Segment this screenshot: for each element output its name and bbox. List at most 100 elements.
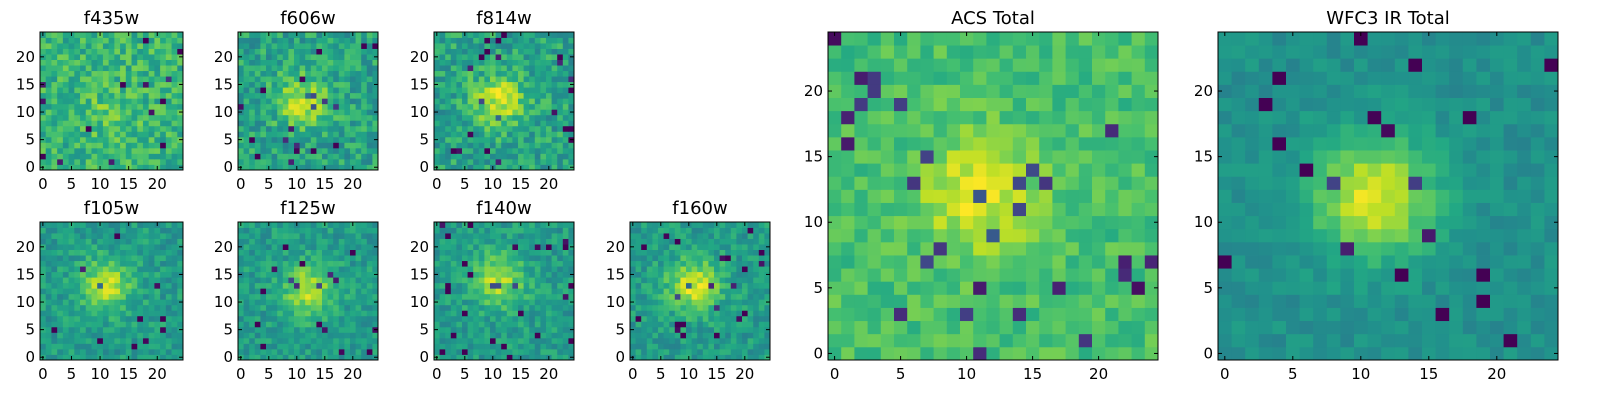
heatmap-cell [450,293,457,300]
heatmap-cell [102,81,110,88]
heatmap-cell [986,294,1000,308]
heatmap-cell [562,81,569,88]
heatmap-cell [1012,189,1027,203]
heatmap-cell [305,103,312,110]
heatmap-cell [1052,228,1066,243]
heatmap-cell [299,109,306,116]
heatmap-cell [841,268,855,282]
heatmap-cell [142,222,150,228]
heatmap-cell [80,326,87,333]
heatmap-cell [568,315,575,322]
heatmap-cell [1144,163,1159,177]
heatmap-cell [338,153,345,160]
heatmap-cell [142,310,150,317]
heatmap-cell [635,343,642,350]
heatmap-cell [702,348,709,355]
heatmap-cell [697,266,704,273]
heatmap-cell [45,288,52,295]
heatmap-cell [456,125,463,132]
heatmap-cell [120,92,127,99]
heatmap-cell [266,114,272,121]
heatmap-cell [445,293,452,300]
heatmap-cell [299,103,306,110]
heatmap-cell [282,131,289,138]
heatmap-cell [450,136,457,143]
heatmap-cell [277,222,284,228]
heatmap-cell [350,92,356,99]
heatmap-cell [641,332,648,339]
heatmap-cell [534,315,541,322]
heatmap-cell [999,268,1014,282]
heatmap-cell [154,321,161,328]
heatmap-cell [361,43,368,49]
heatmap-cell [719,326,726,333]
heatmap-cell [473,315,480,322]
heatmap-cell [108,59,115,66]
heatmap-cell [658,277,664,284]
heatmap-cell [669,293,676,300]
heatmap-cell [160,136,167,143]
heatmap-cell [551,43,558,49]
heatmap-cell [495,293,502,300]
heatmap-cell [1144,320,1159,335]
heatmap-cell [102,304,110,311]
heatmap-cell [478,81,485,88]
heatmap-cell [282,277,289,284]
heatmap-cell [456,271,463,278]
heatmap-cell [434,227,440,234]
heatmap-cell [880,189,895,203]
heatmap-cell [529,238,536,245]
heatmap-cell [742,288,748,295]
heatmap-cell [753,244,760,250]
heatmap-cell [160,65,167,72]
heatmap-cell [355,70,362,77]
heatmap-cell [97,37,104,44]
heatmap-cell [680,271,687,278]
heatmap-cell [305,109,312,116]
heatmap-cell [635,266,642,273]
heatmap-cell [478,114,485,121]
heatmap-cell [920,228,934,243]
heatmap-cell [1118,281,1132,295]
heatmap-cell [282,233,289,239]
heatmap-cell [74,238,81,245]
heatmap-cell [114,321,121,328]
heatmap-cell [271,315,278,322]
heatmap-cell [85,321,92,328]
heatmap-cell [282,249,289,256]
heatmap-cell [920,241,934,256]
heatmap-cell [484,120,491,127]
heatmap-cell [160,125,167,132]
heatmap-cell [641,255,648,262]
heatmap-cell [316,70,323,77]
heatmap-cell [266,337,272,344]
heatmap-cell [108,81,115,88]
heatmap-cell [57,158,64,165]
heatmap-cell [131,43,138,49]
heatmap-cell [742,304,748,311]
heatmap-cell [51,120,58,127]
heatmap-cell [747,288,754,295]
heatmap-cell [646,348,653,355]
heatmap-cell [562,227,569,234]
heatmap-cell [546,158,552,165]
heatmap-cell [361,114,368,121]
heatmap-cell [1052,281,1066,295]
heatmap-cell [518,288,524,295]
heatmap-cell [484,304,491,311]
heatmap-cell [361,65,368,72]
x-tick-label: 5 [67,175,77,193]
heatmap-cell [534,125,541,132]
heatmap-cell [973,346,987,361]
heatmap-cell [142,255,150,262]
heatmap-cell [1012,346,1027,361]
heatmap-cell [327,59,334,66]
heatmap-cell [478,315,485,322]
heatmap-cell [646,277,653,284]
heatmap-cell [501,65,508,72]
heatmap-cell [478,288,485,295]
heatmap-cell [350,109,356,116]
heatmap-cell [495,98,502,105]
heatmap-cell [266,142,272,149]
heatmap-cell [45,227,52,234]
